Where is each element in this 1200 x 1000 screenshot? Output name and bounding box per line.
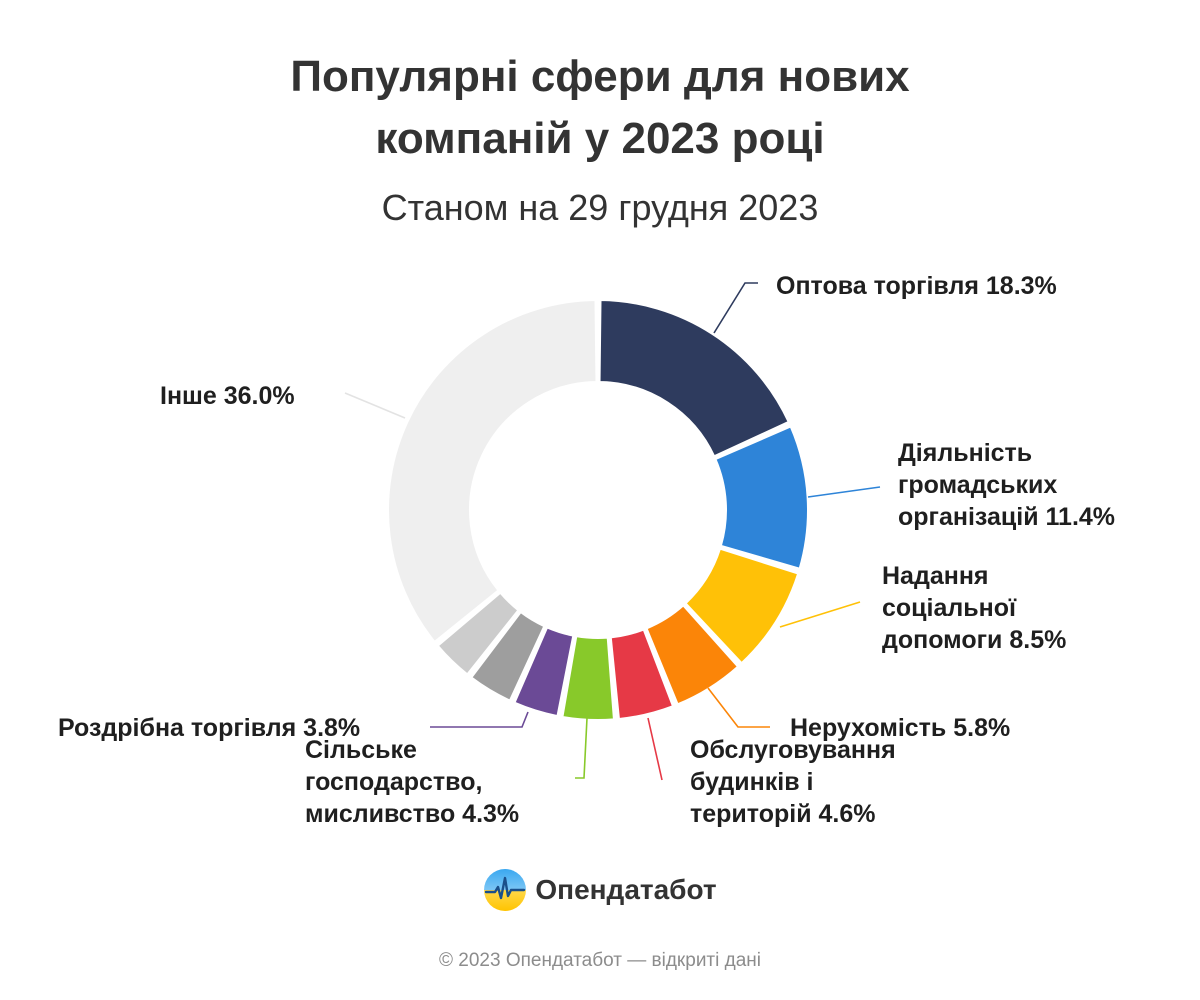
slice-label-line: громадських [898,471,1058,499]
slice-label-4: Обслуговування будинків і територій 4.6% [690,734,896,830]
slice-label-line: господарство, [305,768,483,796]
donut-slice-7 [470,611,546,702]
leader-line-0 [713,282,758,334]
donut-slice-0 [598,299,790,458]
slice-label-line: будинків і [690,768,814,796]
slice-label-line: Сільське [305,736,417,764]
donut-slice-9 [387,299,598,643]
slice-label-line: Надання [882,562,989,590]
leader-line-3 [707,687,770,728]
donut-slice-4 [609,628,674,720]
leader-line-6 [430,711,529,728]
leader-line-4 [647,717,663,781]
donut-slice-2 [684,547,800,665]
footer-copyright: © 2023 Опендатабот — відкриті дані [439,950,761,971]
chart-title-line-1: Популярні сфери для нових [290,52,910,101]
slice-label-9: Інше 36.0% [160,380,295,412]
brand-name: Опендатабот [535,874,717,905]
slice-label-line: соціальної [882,594,1017,622]
donut-slice-1 [714,425,809,570]
chart-title: Популярні сфери для нових компаній у 202… [0,46,1200,170]
brand: Опендатабот [0,868,1200,912]
slice-label-5: Сільське господарство, мисливство 4.3% [305,734,519,830]
slice-label-2: Надання соціальної допомоги 8.5% [882,560,1066,656]
chart-subtitle: Станом на 29 грудня 2023 [381,187,819,228]
slice-label-line: Інше 36.0% [160,382,295,410]
leader-line-1 [807,486,881,498]
slice-label-line: допомоги 8.5% [882,626,1067,654]
chart-title-line-2: компаній у 2023 році [375,114,825,163]
donut-slice-8 [436,591,520,676]
slice-label-6: Роздрібна торгівля 3.8% [58,712,360,744]
donut-slice-5 [561,635,615,721]
slice-label-line: Діяльність [898,439,1033,467]
slice-label-line: Нерухомість 5.8% [790,714,1011,742]
leader-line-2 [779,601,861,628]
slice-label-3: Нерухомість 5.8% [790,712,1010,744]
donut-slice-6 [513,626,575,718]
slice-label-0: Оптова торгівля 18.3% [776,270,1057,302]
leader-line-5 [575,717,588,779]
donut-slice-3 [645,604,739,706]
slice-label-1: Діяльність громадських організацій 11.4% [898,437,1115,533]
slice-label-line: Роздрібна торгівля 3.8% [58,714,361,742]
slice-label-line: територій 4.6% [690,800,876,828]
slice-label-line: Оптова торгівля 18.3% [776,272,1057,300]
slice-label-line: Обслуговування [690,736,896,764]
slice-label-line: організацій 11.4% [898,503,1116,531]
leader-line-9 [344,392,406,419]
slice-label-line: мисливство 4.3% [305,800,520,828]
opendatabot-logo-icon [484,869,527,911]
